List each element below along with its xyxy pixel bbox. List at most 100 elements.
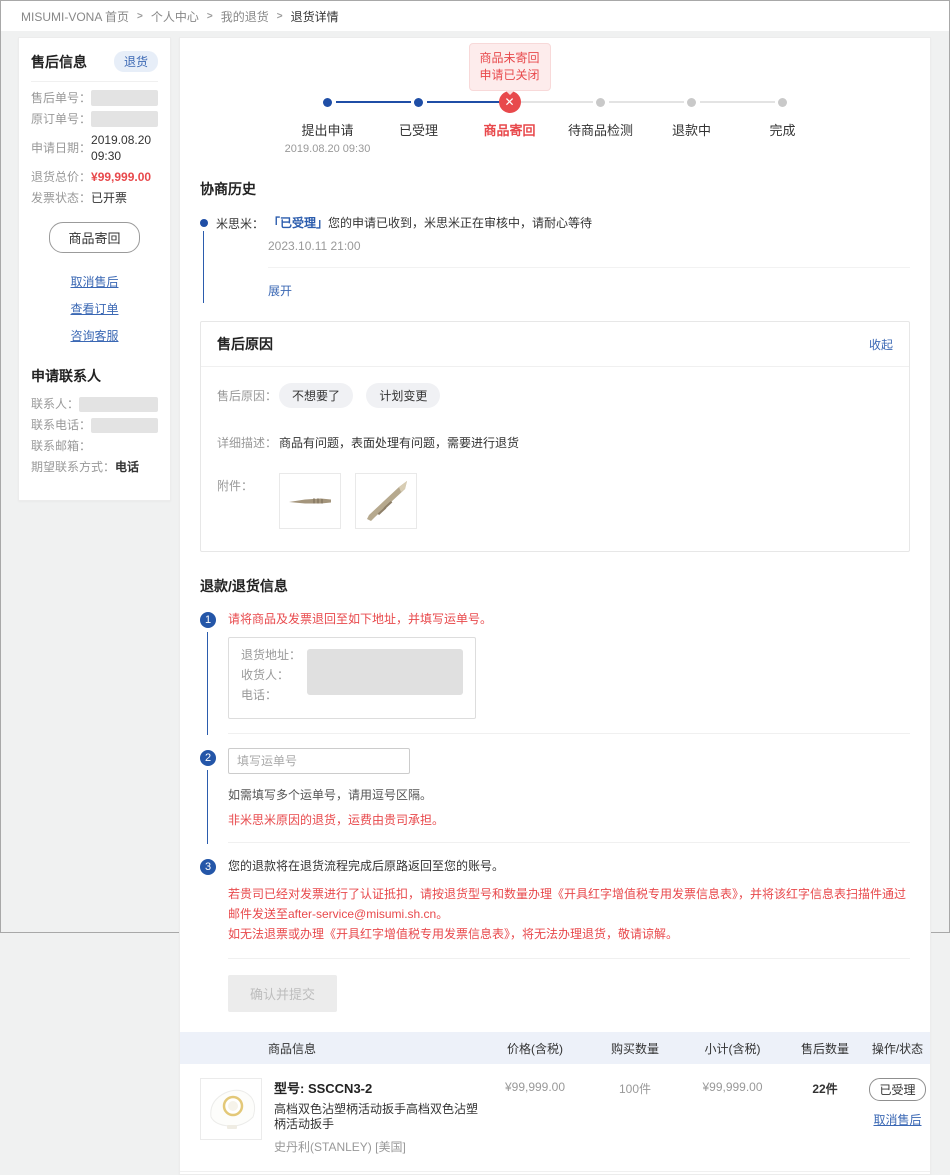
refund-route-text: 您的退款将在退货流程完成后原路返回至您的账号。 bbox=[228, 859, 505, 873]
breadcrumb: MISUMI-VONA 首页 > 个人中心 > 我的退货 > 退货详情 bbox=[1, 1, 949, 31]
breadcrumb-my-returns[interactable]: 我的退货 bbox=[220, 9, 269, 24]
divider bbox=[228, 958, 910, 959]
tooltip-line1: 商品未寄回 bbox=[479, 51, 540, 65]
subtotal: ¥99,999.00 bbox=[702, 1080, 763, 1094]
step-dot-pending bbox=[687, 97, 696, 107]
waybill-hint: 如需填写多个运单号，请用逗号区隔。 bbox=[228, 788, 433, 802]
phone-label: 电话： bbox=[241, 688, 278, 702]
closed-tooltip: 商品未寄回 申请已关闭 bbox=[468, 43, 551, 95]
ship-back-status-button[interactable]: 商品寄回 bbox=[49, 222, 140, 253]
attachment-photo-1[interactable] bbox=[279, 473, 341, 529]
receiver-label: 收货人： bbox=[241, 668, 290, 682]
product-table: 商品信息 价格(含税) 购买数量 小计(含税) 售后数量 操作/状态 bbox=[180, 1032, 930, 1172]
after-sale-qty: 22件 bbox=[812, 1082, 838, 1096]
breadcrumb-separator: > bbox=[206, 10, 213, 22]
collapse-link[interactable]: 收起 bbox=[868, 337, 893, 352]
return-address-box: 退货地址： 收货人： 电话： bbox=[228, 637, 476, 719]
after-sale-sidebar: 售后信息 退货 售后单号： 原订单号： 申请日期： 2019.08.20 09:… bbox=[18, 37, 171, 501]
history-title: 协商历史 bbox=[200, 181, 256, 197]
invoice-notice-line1: 若贵司已经对发票进行了认证抵扣，请按退货型号和数量办理《开具红字增值税专用发票信… bbox=[228, 887, 907, 921]
breadcrumb-separator: > bbox=[137, 10, 143, 22]
tooltip-line2: 申请已关闭 bbox=[479, 68, 540, 82]
col-price: 价格(含税) bbox=[507, 1041, 563, 1056]
tool-image bbox=[367, 481, 407, 521]
contact-pref-value: 电话 bbox=[115, 460, 140, 474]
divider bbox=[268, 267, 910, 268]
col-subtotal: 小计(含税) bbox=[704, 1041, 761, 1056]
refund-step-3: 3 您的退款将在退货流程完成后原路返回至您的账号。 若贵司已经对发票进行了认证抵… bbox=[200, 857, 910, 958]
contact-pref-label: 期望联系方式： bbox=[31, 460, 116, 474]
after-sale-no-redacted bbox=[91, 90, 158, 106]
view-order-link[interactable]: 查看订单 bbox=[70, 302, 119, 316]
apply-date-label: 申请日期： bbox=[31, 141, 92, 155]
freight-warning: 非米思米原因的退货，运费由贵司承担。 bbox=[228, 813, 445, 827]
step-number-3: 3 bbox=[200, 859, 216, 875]
breadcrumb-home[interactable]: MISUMI-VONA 首页 bbox=[21, 9, 130, 24]
reason-label: 售后原因： bbox=[217, 389, 278, 403]
cancel-after-sale-link[interactable]: 取消售后 bbox=[70, 275, 119, 289]
breadcrumb-separator: > bbox=[276, 10, 283, 22]
original-order-no-label: 原订单号： bbox=[31, 112, 92, 126]
divider bbox=[228, 733, 910, 734]
step-submitted-date: 2019.08.20 09:30 bbox=[284, 143, 371, 155]
history-timeline bbox=[200, 219, 216, 303]
after-sale-reason-card: 售后原因 收起 售后原因： 不想要了 计划变更 详细描述： 商品有问题，表面处理… bbox=[200, 321, 910, 552]
history-message: 您的申请已收到，米思米正在审核中，请耐心等待 bbox=[328, 216, 593, 230]
description-label: 详细描述： bbox=[217, 436, 278, 450]
breadcrumb-user-center[interactable]: 个人中心 bbox=[150, 9, 199, 24]
step-ship-back: 商品未寄回 申请已关闭 ✕ 商品寄回 bbox=[464, 43, 593, 155]
row-status-badge: 已受理 bbox=[869, 1078, 926, 1101]
invoice-notice-line2: 如无法退票或办理《开具红字增值税专用发票信息表》，将无法办理退货，敬请谅解。 bbox=[228, 927, 679, 941]
apply-date-value: 2019.08.20 09:30 bbox=[91, 133, 152, 163]
reason-title: 售后原因 bbox=[217, 336, 273, 352]
invoice-status-value: 已开票 bbox=[91, 191, 128, 205]
step-number-2: 2 bbox=[200, 750, 216, 766]
product-model: 型号: SSCCN3-2 bbox=[274, 1081, 373, 1096]
refund-step-1: 1 请将商品及发票退回至如下地址，并填写运单号。 退货地址： 收货人： 电话： bbox=[200, 610, 910, 735]
reason-tag: 不想要了 bbox=[279, 383, 354, 408]
row-cancel-after-sale-link[interactable]: 取消售后 bbox=[873, 1113, 922, 1127]
return-detail-panel: 提出申请 2019.08.20 09:30 已受理 商品未寄回 申请已关闭 ✕ bbox=[179, 37, 931, 1175]
step-submitted: 提出申请 2019.08.20 09:30 bbox=[282, 90, 411, 155]
expand-link[interactable]: 展开 bbox=[268, 284, 293, 298]
history-status: 「已受理」 bbox=[268, 216, 329, 230]
step-refunding: 退款中 bbox=[646, 90, 775, 155]
waybill-number-input[interactable] bbox=[228, 748, 410, 774]
contact-email-label: 联系邮箱： bbox=[31, 439, 92, 453]
table-row: 型号: SSCCN3-2 高档双色沾塑柄活动扳手高档双色沾塑柄活动扳手 史丹利(… bbox=[180, 1064, 930, 1172]
contact-phone-redacted bbox=[91, 417, 158, 433]
address-redacted bbox=[307, 649, 463, 695]
purchase-qty: 100件 bbox=[618, 1082, 652, 1096]
divider bbox=[31, 81, 158, 82]
history-actor: 米思米： bbox=[216, 217, 265, 231]
product-price: ¥99,999.00 bbox=[504, 1080, 566, 1094]
breadcrumb-current-page: 退货详情 bbox=[290, 9, 339, 24]
mask-product-image bbox=[210, 1089, 256, 1129]
step-inspection: 待商品检测 bbox=[555, 90, 684, 155]
reason-tag: 计划变更 bbox=[366, 383, 441, 408]
attachment-photo-2[interactable] bbox=[355, 473, 417, 529]
return-total-label: 退货总价： bbox=[31, 170, 92, 184]
step-finished: 完成 bbox=[737, 90, 828, 155]
attachment-label: 附件： bbox=[217, 479, 254, 493]
product-brand: 史丹利(STANLEY) [美国] bbox=[274, 1140, 406, 1154]
confirm-submit-button[interactable]: 确认并提交 bbox=[228, 975, 338, 1012]
product-photo[interactable] bbox=[200, 1078, 262, 1140]
return-address-label: 退货地址： bbox=[241, 648, 302, 662]
return-type-badge: 退货 bbox=[113, 51, 158, 72]
step-accepted: 已受理 bbox=[373, 90, 502, 155]
col-action-status: 操作/状态 bbox=[871, 1041, 924, 1056]
description-text: 商品有问题，表面处理有问题，需要进行退货 bbox=[279, 436, 520, 450]
product-name: 高档双色沾塑柄活动扳手高档双色沾塑柄活动扳手 bbox=[274, 1102, 479, 1131]
divider bbox=[228, 842, 910, 843]
return-total-value: ¥99,999.00 bbox=[91, 170, 152, 184]
return-address-instruction: 请将商品及发票退回至如下地址，并填写运单号。 bbox=[228, 612, 493, 626]
refund-info-title: 退款/退货信息 bbox=[200, 578, 288, 594]
history-entry: 米思米： 「已受理」您的申请已收到，米思米正在审核中，请耐心等待 2023.10… bbox=[200, 215, 910, 303]
contact-service-link[interactable]: 咨询客服 bbox=[70, 329, 119, 343]
step-dot-done bbox=[323, 97, 332, 107]
original-order-no-redacted bbox=[91, 111, 158, 127]
after-sale-info-title: 售后信息 bbox=[31, 53, 87, 70]
tool-image bbox=[289, 498, 331, 504]
refund-step-2: 2 如需填写多个运单号，请用逗号区隔。 非米思米原因的退货，运费由贵司承担。 bbox=[200, 748, 910, 844]
